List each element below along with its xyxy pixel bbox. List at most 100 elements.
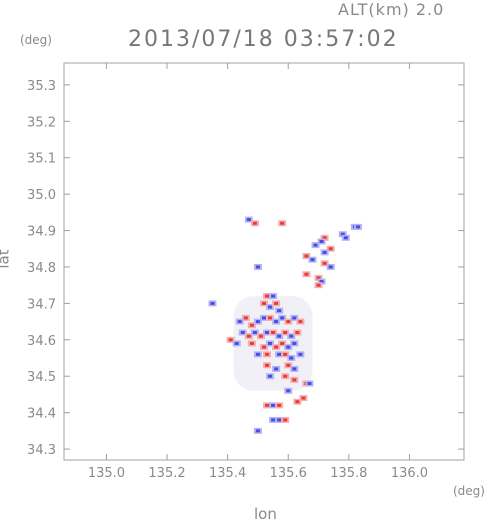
data-point (283, 374, 288, 378)
chart-title-datetime: 2013/07/18 03:57:02 (128, 27, 399, 52)
plot-frame (63, 62, 465, 461)
data-point (316, 283, 321, 287)
data-point (265, 403, 270, 407)
data-point (265, 331, 270, 335)
y-tick-label: 35.3 (27, 79, 56, 94)
data-point (274, 345, 279, 349)
axis-ticks (64, 63, 464, 460)
data-point (319, 239, 324, 243)
data-point (322, 236, 327, 240)
data-point (262, 301, 266, 305)
data-point (343, 236, 348, 240)
data-point (295, 400, 300, 404)
data-point (307, 382, 312, 386)
data-point (292, 341, 297, 345)
data-point (265, 352, 270, 356)
data-point (252, 331, 257, 335)
data-point (280, 316, 285, 320)
data-point (301, 396, 306, 400)
x-tick-label: 135.2 (148, 466, 185, 481)
data-point (277, 309, 282, 313)
data-point (283, 352, 288, 356)
data-point (265, 363, 270, 367)
data-point (252, 221, 257, 225)
data-point (322, 261, 327, 265)
data-point (271, 331, 276, 335)
data-point (246, 334, 251, 338)
y-tick-label: 34.8 (27, 261, 56, 276)
data-point (249, 323, 254, 327)
data-point (271, 418, 276, 422)
data-point (271, 403, 276, 407)
data-point (268, 374, 273, 378)
data-point (298, 352, 303, 356)
y-tick-label: 34.4 (27, 407, 56, 422)
y-tick-label: 34.3 (27, 443, 56, 458)
y-tick-label: 34.6 (27, 334, 56, 349)
y-tick-label: 34.5 (27, 370, 56, 385)
data-point (316, 276, 321, 280)
data-point (210, 301, 215, 305)
data-point (292, 367, 297, 371)
data-point (277, 334, 282, 338)
data-point (255, 320, 260, 324)
x-tick-label: 135.4 (209, 466, 246, 481)
data-point (274, 367, 279, 371)
data-point (274, 320, 279, 324)
x-tick-label: 135.0 (88, 466, 125, 481)
data-point (298, 320, 303, 324)
data-point (280, 221, 285, 225)
data-point (265, 294, 270, 298)
data-point (234, 341, 239, 345)
data-point (277, 418, 282, 422)
data-points (208, 216, 362, 434)
data-point (286, 389, 291, 393)
data-point (255, 265, 260, 269)
data-point (322, 250, 327, 254)
data-point (277, 352, 282, 356)
data-point (355, 225, 360, 229)
data-point (271, 294, 276, 298)
y-unit-label: (deg) (20, 33, 52, 47)
data-point (304, 272, 309, 276)
data-point (283, 418, 288, 422)
data-point (292, 378, 297, 382)
y-tick-label: 35.0 (27, 188, 56, 203)
y-tick-label: 35.2 (27, 115, 56, 130)
data-point (228, 338, 233, 342)
data-point (286, 363, 291, 367)
data-point (280, 341, 285, 345)
data-point (340, 232, 345, 236)
data-point (304, 254, 309, 258)
x-tick-label: 135.8 (330, 466, 367, 481)
data-point (286, 345, 291, 349)
data-point (268, 305, 273, 309)
data-point (243, 316, 248, 320)
data-point (319, 280, 324, 284)
data-point (255, 352, 260, 356)
data-point (328, 247, 333, 251)
data-point (262, 345, 266, 349)
x-tick-label: 136.0 (391, 466, 428, 481)
data-point (328, 265, 333, 269)
data-point (289, 334, 294, 338)
data-point (258, 334, 263, 338)
x-unit-label: (deg) (453, 484, 485, 498)
axis-tick-labels: 135.0 135.2 135.4 135.6 135.8 136.0 34.3 34.4 34… (27, 79, 428, 481)
x-axis-label: lon (254, 505, 277, 523)
data-point (313, 243, 318, 247)
y-tick-label: 34.9 (27, 225, 56, 240)
data-point (255, 429, 260, 433)
x-tick-label: 135.6 (270, 466, 307, 481)
data-point (240, 331, 245, 335)
y-tick-label: 34.7 (27, 297, 56, 312)
data-point (249, 341, 254, 345)
data-point (289, 356, 294, 360)
data-point (268, 316, 273, 320)
altitude-label: ALT(km) 2.0 (338, 0, 445, 19)
data-point (274, 301, 279, 305)
data-point (246, 218, 251, 222)
data-point (295, 331, 300, 335)
y-tick-label: 35.1 (27, 152, 56, 167)
